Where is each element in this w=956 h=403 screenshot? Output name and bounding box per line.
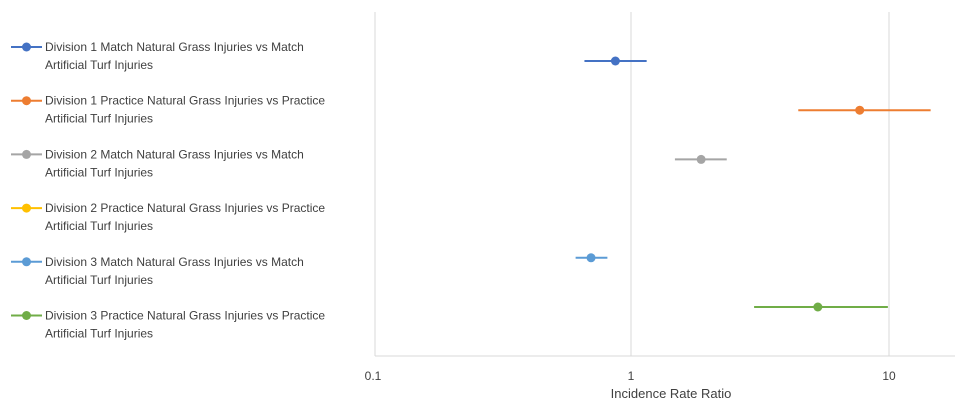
legend-label-line1: Division 3 Practice Natural Grass Injuri… [45, 309, 325, 323]
legend-item: Division 2 Practice Natural Grass Injuri… [11, 201, 325, 233]
legend-item: Division 1 Match Natural Grass Injuries … [11, 40, 304, 72]
point-estimate-marker [855, 105, 865, 115]
legend-marker-icon [22, 149, 31, 159]
x-tick-label: 10 [882, 369, 896, 383]
legend-item: Division 2 Match Natural Grass Injuries … [11, 147, 304, 179]
legend-item: Division 3 Match Natural Grass Injuries … [11, 255, 304, 287]
legend-item: Division 3 Practice Natural Grass Injuri… [11, 309, 325, 341]
x-tick-label: 1 [628, 369, 635, 383]
point-estimate-marker [813, 302, 823, 312]
legend-label-line1: Division 2 Match Natural Grass Injuries … [45, 147, 304, 161]
point-estimate-marker [586, 253, 596, 263]
gridlines [630, 12, 890, 356]
x-tick-label: 0.1 [365, 369, 382, 383]
legend: Division 1 Match Natural Grass Injuries … [11, 40, 325, 341]
legend-label-line2: Artificial Turf Injuries [45, 58, 153, 72]
point-estimate-marker [610, 56, 620, 66]
series-marks [575, 56, 931, 312]
legend-label-line2: Artificial Turf Injuries [45, 112, 153, 126]
legend-marker-icon [22, 96, 31, 106]
legend-label-line2: Artificial Turf Injuries [45, 327, 153, 341]
legend-item: Division 1 Practice Natural Grass Injuri… [11, 94, 325, 126]
legend-label-line1: Division 2 Practice Natural Grass Injuri… [45, 201, 325, 215]
point-estimate-marker [696, 154, 706, 164]
legend-label-line1: Division 1 Practice Natural Grass Injuri… [45, 94, 325, 108]
legend-marker-icon [22, 203, 31, 213]
legend-label-line2: Artificial Turf Injuries [45, 165, 153, 179]
legend-marker-icon [22, 42, 31, 52]
legend-label-line2: Artificial Turf Injuries [45, 219, 153, 233]
legend-label-line1: Division 1 Match Natural Grass Injuries … [45, 40, 304, 54]
legend-label-line2: Artificial Turf Injuries [45, 273, 153, 287]
plot-area [374, 12, 955, 357]
legend-label-line1: Division 3 Match Natural Grass Injuries … [45, 255, 304, 269]
legend-marker-icon [22, 257, 31, 267]
legend-marker-icon [22, 311, 31, 320]
x-axis-title: Incidence Rate Ratio [611, 386, 732, 401]
x-tick-labels: 0.1 1 10 [365, 369, 896, 383]
